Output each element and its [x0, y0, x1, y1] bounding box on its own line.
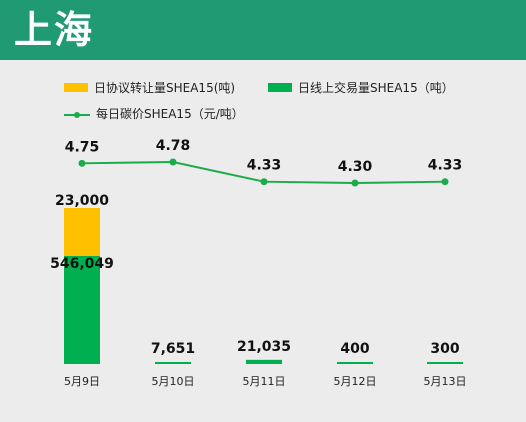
price-point: [351, 179, 359, 187]
legend-item-price: 每日碳价SHEA15（元/吨）: [64, 106, 244, 122]
legend-item-online: 日线上交易量SHEA15（吨）: [268, 80, 454, 96]
price-point: [78, 159, 86, 167]
bar-online: [155, 362, 191, 364]
price-point: [441, 178, 449, 186]
legend-label-agreement: 日协议转让量SHEA15(吨): [94, 81, 236, 95]
x-tick-label: 5月10日: [152, 375, 195, 388]
agreement-data-label: 23,000: [55, 193, 109, 209]
price-point: [260, 178, 268, 186]
legend-line-price: [64, 110, 90, 120]
legend-swatch-online: [268, 83, 292, 92]
legend-swatch-agreement: [64, 83, 88, 92]
price-data-label: 4.33: [428, 158, 463, 174]
price-data-label: 4.33: [247, 158, 282, 174]
x-tick-label: 5月9日: [64, 375, 100, 388]
legend-label-online: 日线上交易量SHEA15（吨）: [298, 81, 454, 95]
price-data-label: 4.30: [338, 159, 373, 175]
price-data-label: 4.75: [65, 139, 100, 155]
online-data-label: 546,049: [50, 256, 114, 272]
bar-online: [337, 362, 373, 364]
page-title: 上海: [14, 8, 95, 52]
bar-online: [64, 256, 100, 364]
bar-online: [246, 359, 282, 364]
online-data-label: 7,651: [151, 341, 195, 357]
x-tick-label: 5月13日: [424, 375, 467, 388]
price-data-label: 4.78: [156, 138, 191, 154]
online-data-label: 21,035: [237, 339, 291, 355]
x-tick-label: 5月11日: [243, 375, 286, 388]
header-banner: 上海: [0, 0, 526, 60]
x-tick-label: 5月12日: [334, 375, 377, 388]
bar-online: [427, 362, 463, 364]
legend-item-agreement: 日协议转让量SHEA15(吨): [64, 80, 235, 96]
online-data-label: 400: [340, 341, 369, 357]
bar-agreement: [64, 208, 100, 256]
legend-label-price: 每日碳价SHEA15（元/吨）: [96, 107, 244, 121]
price-point: [169, 158, 177, 166]
online-data-label: 300: [430, 341, 459, 357]
